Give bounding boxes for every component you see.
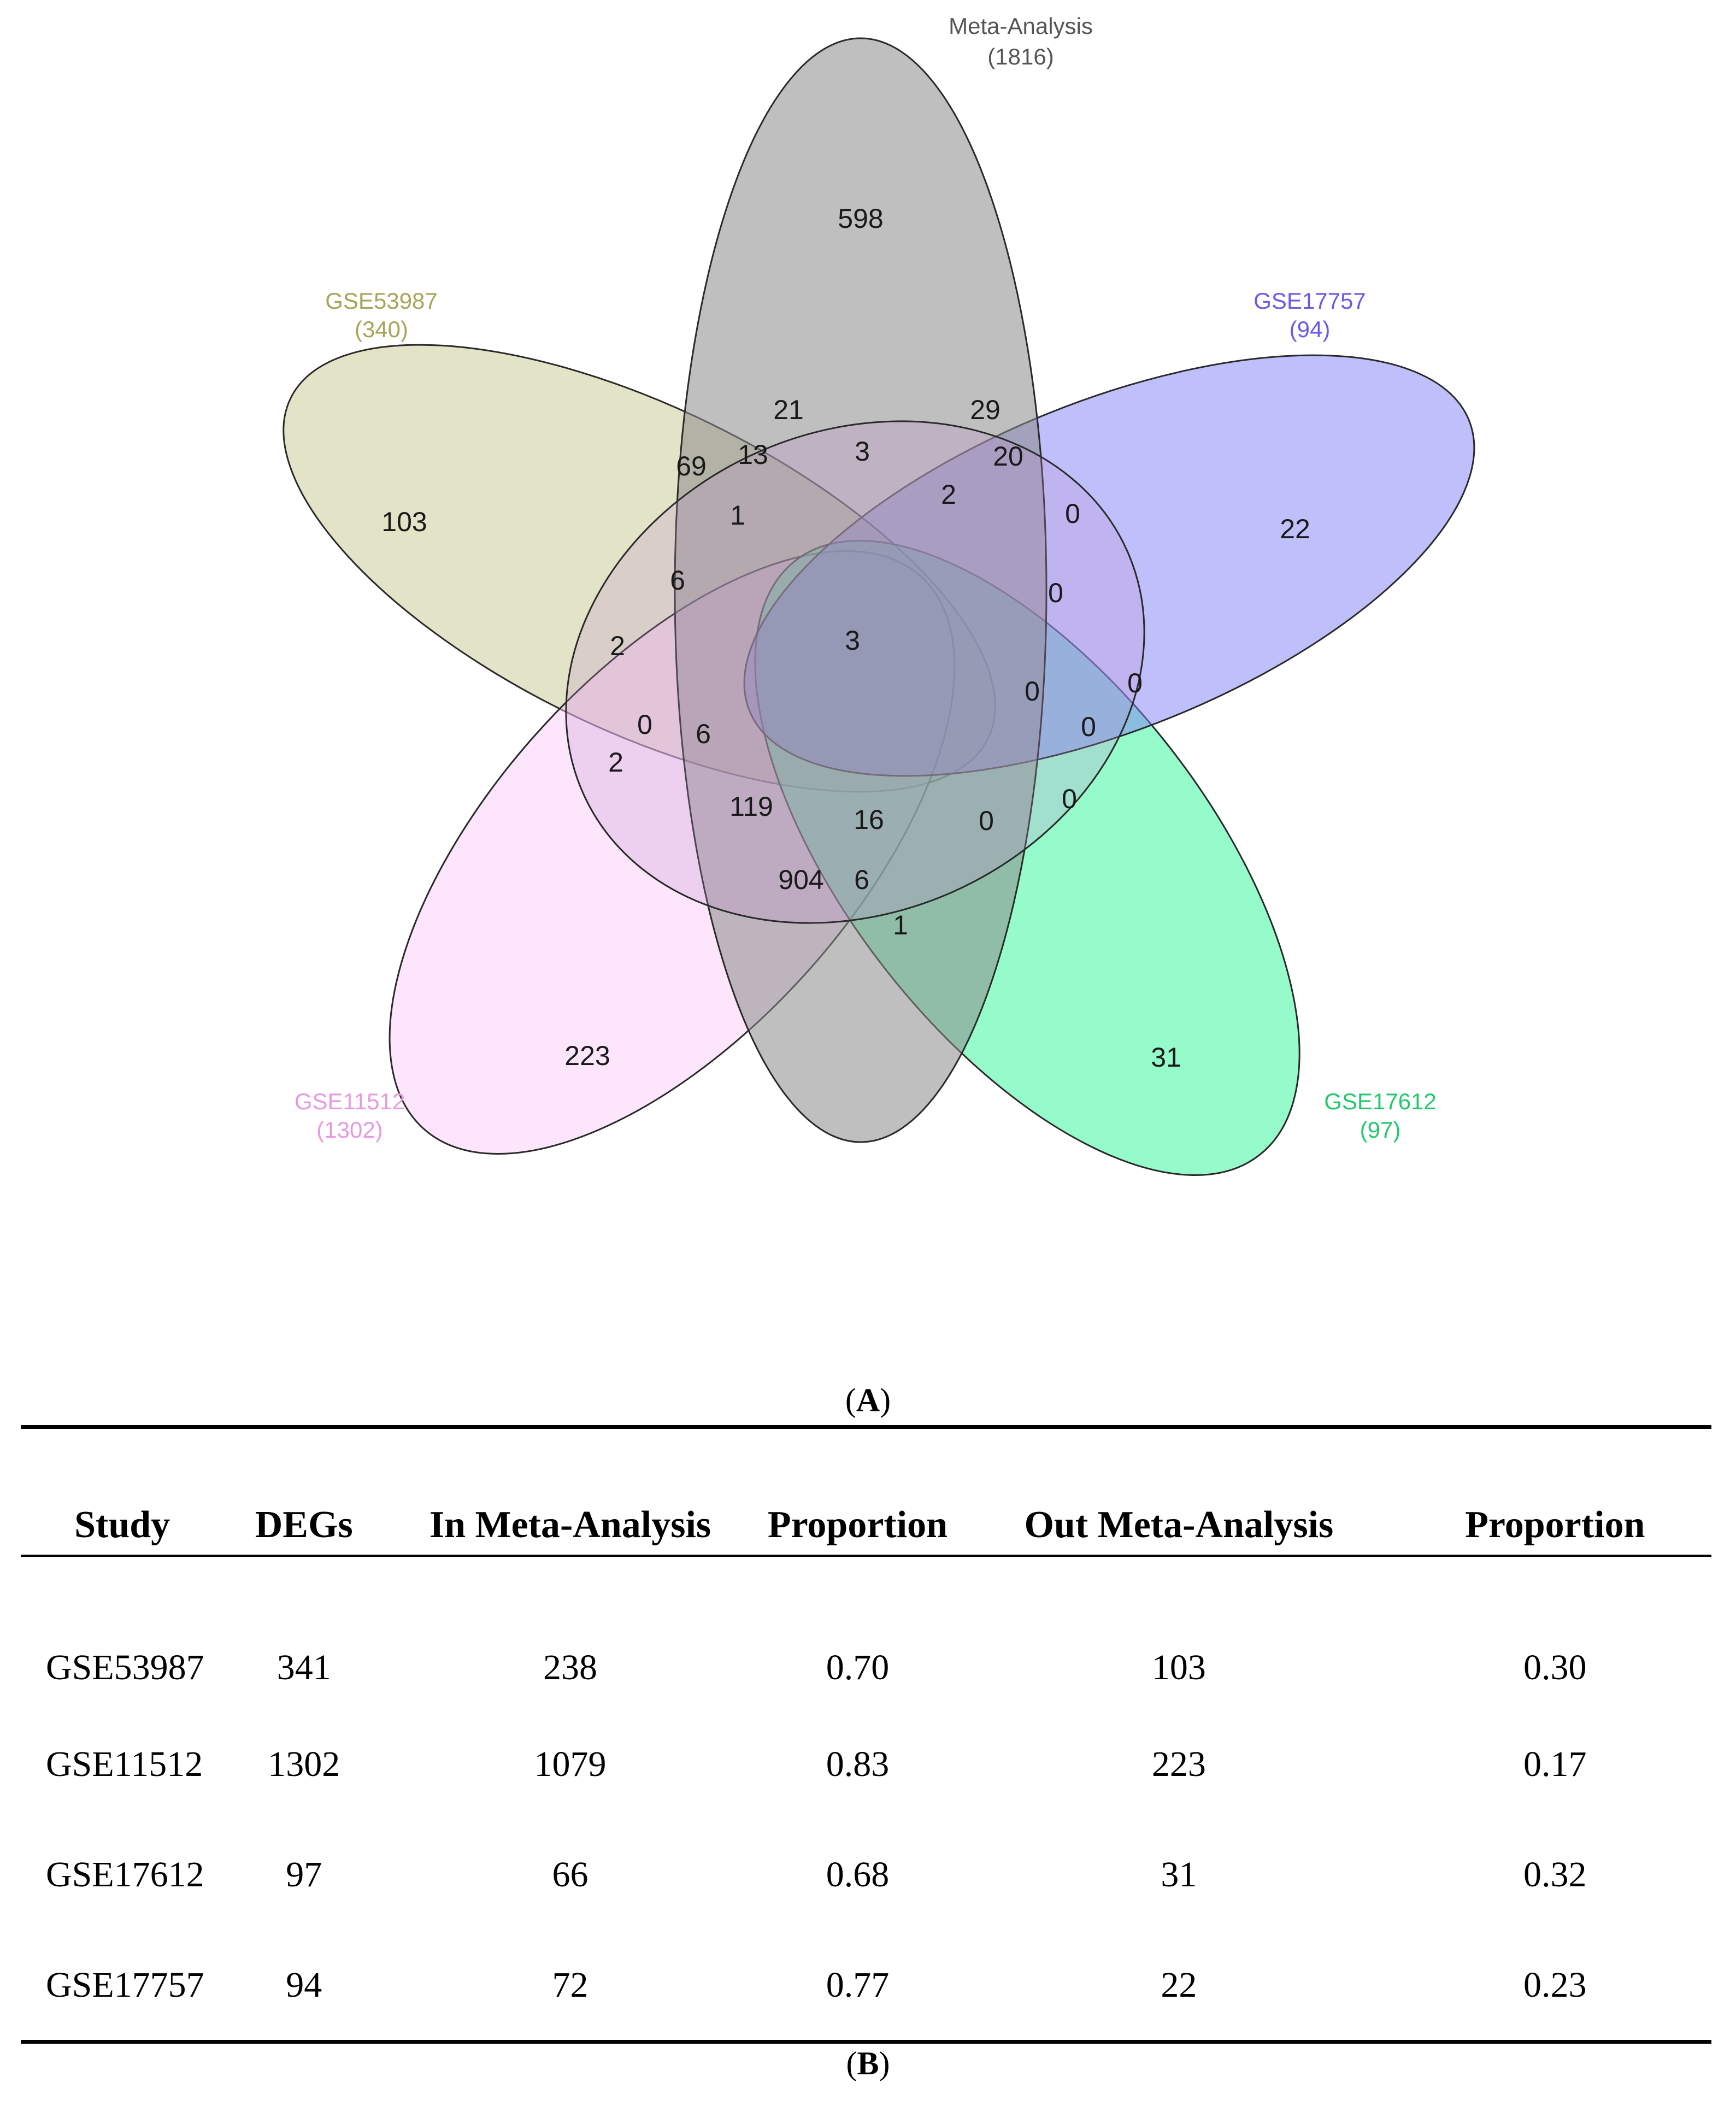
- region-count: 6: [854, 864, 869, 895]
- region-count: 1: [730, 500, 745, 531]
- region-count: 0: [1065, 498, 1080, 529]
- label-gse17612-name: GSE17612: [1324, 1089, 1437, 1114]
- cell-degs: 97: [286, 1855, 322, 1895]
- region-count: 0: [1081, 711, 1096, 742]
- region-count: 598: [838, 203, 883, 234]
- cell-degs: 341: [276, 1648, 331, 1687]
- region-count: 13: [738, 439, 768, 470]
- table-header-row: Study DEGs In Meta-Analysis Proportion O…: [21, 1429, 1711, 1557]
- label-gse17612-count: (97): [1360, 1117, 1401, 1143]
- label-gse11512-count: (1302): [316, 1117, 382, 1143]
- cell-out-meta: 103: [1151, 1648, 1206, 1687]
- venn-diagram: Meta-Analysis (1816) GSE17757 (94) GSE17…: [283, 13, 1475, 1176]
- caption-a-letter: A: [856, 1382, 880, 1418]
- caption-b: (B): [846, 2045, 890, 2081]
- region-count: 2: [610, 631, 625, 661]
- table-row: GSE53987 341 238 0.70 103 0.30: [21, 1556, 1711, 1709]
- label-meta-name: Meta-Analysis: [949, 13, 1093, 39]
- cell-degs: 94: [286, 1965, 322, 2005]
- table-row: GSE17757 94 72 0.77 22 0.23: [21, 1930, 1711, 2040]
- cell-in-meta: 72: [552, 1965, 589, 2005]
- col-header-proportion-out: Proportion: [1398, 1429, 1711, 1557]
- region-count: 103: [381, 507, 427, 537]
- label-gse11512-name: GSE11512: [295, 1089, 405, 1114]
- region-count: 0: [1048, 578, 1063, 608]
- cell-out-meta: 223: [1151, 1744, 1206, 1784]
- region-count: 2: [608, 747, 623, 778]
- region-count: 0: [979, 805, 994, 836]
- region-count: 69: [676, 451, 707, 481]
- region-count: 29: [970, 395, 1001, 425]
- cell-out-meta: 31: [1161, 1855, 1197, 1895]
- cell-proportion-in: 0.70: [826, 1648, 890, 1687]
- summary-table: Study DEGs In Meta-Analysis Proportion O…: [21, 1425, 1711, 2044]
- cell-out-meta: 22: [1161, 1965, 1197, 2005]
- region-count: 1: [893, 910, 908, 940]
- region-count: 3: [855, 436, 870, 467]
- label-meta-count: (1816): [987, 44, 1054, 69]
- cell-proportion-out: 0.23: [1523, 1965, 1587, 2005]
- region-count: 223: [564, 1040, 610, 1071]
- table-row: GSE17612 97 66 0.68 31 0.32: [21, 1820, 1711, 1930]
- region-count: 3: [845, 625, 860, 656]
- caption-b-letter: B: [857, 2045, 879, 2081]
- cell-proportion-out: 0.30: [1523, 1648, 1587, 1687]
- cell-in-meta: 238: [543, 1648, 598, 1687]
- col-header-degs: DEGs: [223, 1429, 385, 1557]
- region-count: 0: [1025, 676, 1040, 707]
- cell-degs: 1302: [268, 1744, 340, 1784]
- region-count: 0: [637, 709, 652, 740]
- region-count: 6: [696, 719, 711, 749]
- cell-proportion-in: 0.68: [826, 1855, 890, 1895]
- col-header-study: Study: [21, 1429, 224, 1557]
- table-row: GSE11512 1302 1079 0.83 223 0.17: [21, 1709, 1711, 1820]
- region-count: 21: [773, 395, 804, 425]
- col-header-in-meta: In Meta-Analysis: [384, 1429, 756, 1557]
- venn-set-gse11512-inner: [565, 420, 1145, 924]
- cell-proportion-in: 0.83: [826, 1744, 890, 1784]
- region-count: 20: [993, 441, 1023, 472]
- label-gse53987-count: (340): [355, 316, 408, 342]
- region-count: 22: [1280, 514, 1310, 544]
- col-header-out-meta: Out Meta-Analysis: [959, 1429, 1399, 1557]
- cell-study: GSE17612: [46, 1855, 204, 1895]
- region-count: 6: [670, 565, 685, 596]
- cell-proportion-out: 0.32: [1523, 1855, 1587, 1895]
- region-count: 0: [1127, 668, 1143, 698]
- region-count: 16: [854, 804, 884, 835]
- col-header-proportion-in: Proportion: [756, 1429, 960, 1557]
- cell-in-meta: 1079: [534, 1744, 607, 1784]
- region-count: 119: [729, 791, 773, 822]
- cell-proportion-out: 0.17: [1523, 1744, 1587, 1784]
- label-gse17757-name: GSE17757: [1254, 288, 1366, 314]
- cell-study: GSE11512: [46, 1744, 203, 1784]
- label-gse17757-count: (94): [1290, 316, 1331, 342]
- cell-study: GSE53987: [46, 1648, 204, 1687]
- label-gse53987-name: GSE53987: [325, 288, 438, 314]
- venn-set-meta-analysis: [674, 37, 1048, 1143]
- region-count: 0: [1062, 784, 1077, 814]
- region-count: 904: [778, 864, 823, 895]
- region-count: 2: [941, 479, 956, 510]
- cell-in-meta: 66: [552, 1855, 589, 1895]
- cell-study: GSE17757: [46, 1965, 204, 2005]
- cell-proportion-in: 0.77: [826, 1965, 890, 2005]
- region-count: 31: [1151, 1042, 1181, 1073]
- caption-a: (A): [845, 1382, 891, 1418]
